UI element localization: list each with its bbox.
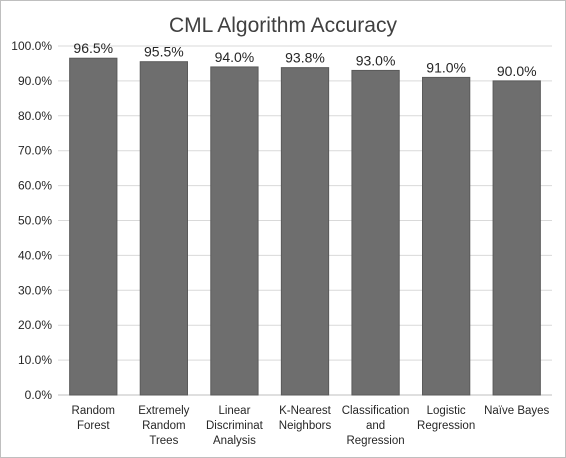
y-tick-label: 40.0%	[18, 248, 52, 262]
x-tick-label-line: Extremely	[138, 405, 189, 417]
bar	[492, 80, 541, 396]
data-label: 96.5%	[73, 40, 113, 56]
y-tick-label: 80.0%	[18, 109, 52, 123]
y-tick-label: 70.0%	[18, 144, 52, 158]
x-axis-tick-labels: Random Forest Extremely Random Trees Linear Di…	[72, 405, 550, 447]
y-tick-label: 10.0%	[18, 353, 52, 367]
data-label: 91.0%	[426, 59, 466, 75]
y-tick-label: 50.0%	[18, 214, 52, 228]
x-tick-label: Extremely Random Trees	[138, 405, 189, 447]
bar	[139, 61, 188, 396]
bar	[351, 69, 400, 396]
y-tick-label: 30.0%	[18, 283, 52, 297]
x-tick-label: Naïve Bayes	[484, 405, 549, 417]
x-tick-label-line: Classification	[342, 405, 410, 417]
y-tick-label: 100.0%	[11, 39, 52, 53]
x-tick-label-line: Random	[72, 405, 115, 417]
x-tick-label-line: Forest	[77, 420, 110, 432]
data-label: 93.0%	[356, 52, 396, 68]
y-tick-label: 0.0%	[25, 388, 53, 402]
x-tick-label-line: Random	[142, 420, 185, 432]
x-tick-label-line: Logistic	[427, 405, 466, 417]
x-tick-label: Logistic Regression	[417, 405, 475, 432]
bar	[280, 67, 330, 396]
data-labels: 96.5% 95.5% 94.0% 93.8% 93.0% 91.0% 90.0%	[73, 40, 536, 79]
x-tick-label-line: K-Nearest	[279, 405, 332, 417]
x-tick-label-line: Linear	[218, 405, 250, 417]
x-tick-label-line: Regression	[417, 420, 475, 432]
chart-title: CML Algorithm Accuracy	[169, 14, 397, 37]
y-tick-label: 90.0%	[18, 74, 52, 88]
x-tick-label: K-Nearest Neighbors	[279, 405, 332, 432]
x-tick-label: Classification and Regression	[342, 405, 410, 447]
data-label: 93.8%	[285, 50, 325, 66]
y-axis-tick-labels: 0.0% 10.0% 20.0% 30.0% 40.0% 50.0% 60.0% 70.0% 8…	[11, 39, 52, 402]
y-tick-label: 20.0%	[18, 318, 52, 332]
x-tick-label-line: and	[366, 420, 385, 432]
data-label: 94.0%	[215, 49, 255, 65]
x-tick-label-line: Analysis	[213, 435, 256, 447]
bar	[422, 76, 471, 396]
x-tick-label-line: Discriminat	[206, 420, 264, 432]
x-tick-label-line: Neighbors	[279, 420, 332, 432]
x-tick-label: Linear Discriminat Analysis	[206, 405, 264, 447]
x-tick-label-line: Regression	[346, 435, 404, 447]
x-tick-label-line: Naïve Bayes	[484, 405, 549, 417]
bars	[69, 57, 541, 396]
bar	[69, 57, 118, 396]
bar	[210, 66, 259, 396]
y-tick-label: 60.0%	[18, 179, 52, 193]
x-tick-label-line: Trees	[149, 435, 178, 447]
data-label: 90.0%	[497, 63, 537, 79]
x-tick-label: Random Forest	[72, 405, 115, 432]
data-label: 95.5%	[144, 44, 184, 60]
